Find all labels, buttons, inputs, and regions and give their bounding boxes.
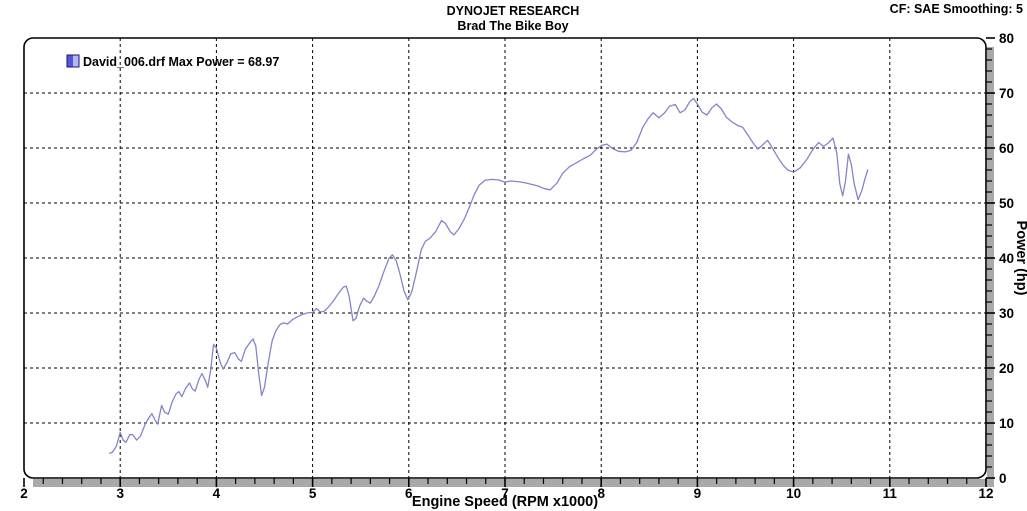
axis-tick-labels: 2 3 4 5 6 7 8 9 10 11 12 0 10 20 30 40 50 60 70 80: [20, 31, 1014, 501]
chart-title: DYNOJET RESEARCH: [447, 4, 580, 18]
plot-shadow-bottom: [33, 479, 994, 487]
correction-smoothing-label: CF: SAE Smoothing: 5: [890, 2, 1023, 16]
y-tick-label: 30: [999, 306, 1014, 321]
x-tick-label: 12: [978, 486, 993, 501]
y-tick-label: 80: [999, 31, 1014, 46]
y-axis-title: Power (hp): [1013, 221, 1027, 296]
x-tick-label: 4: [213, 486, 221, 501]
legend-marker-right: [73, 55, 79, 67]
plot-shadow-right: [987, 47, 994, 485]
plot-shadow: [33, 47, 994, 487]
x-tick-label: 6: [405, 486, 413, 501]
x-tick-label: 7: [501, 486, 509, 501]
x-tick-label: 11: [883, 486, 898, 501]
x-tick-label: 9: [694, 486, 702, 501]
x-tick-label: 8: [597, 486, 605, 501]
power-curve: [108, 97, 869, 454]
x-axis-title: Engine Speed (RPM x1000): [412, 494, 598, 510]
x-tick-label: 3: [116, 486, 124, 501]
power-curve-layer: [108, 97, 869, 454]
x-tick-label: 10: [786, 486, 801, 501]
y-tick-label: 60: [999, 141, 1014, 156]
y-tick-label: 20: [999, 361, 1014, 376]
axis-ticks: [23, 37, 995, 487]
x-tick-label: 2: [20, 486, 28, 501]
y-tick-label: 50: [999, 196, 1014, 211]
y-tick-label: 40: [999, 251, 1014, 266]
legend-run-label: David_006.drf Max Power = 68.97: [83, 55, 279, 69]
chart-subtitle: Brad The Bike Boy: [457, 19, 568, 33]
y-tick-label: 0: [999, 471, 1007, 486]
y-tick-label: 10: [999, 416, 1014, 431]
legend-marker-icon: [66, 54, 80, 68]
legend: David_006.drf Max Power = 68.97: [66, 54, 279, 69]
legend-marker-left: [67, 55, 73, 67]
y-tick-label: 70: [999, 86, 1014, 101]
x-tick-label: 5: [309, 486, 317, 501]
gridlines: [24, 38, 986, 478]
